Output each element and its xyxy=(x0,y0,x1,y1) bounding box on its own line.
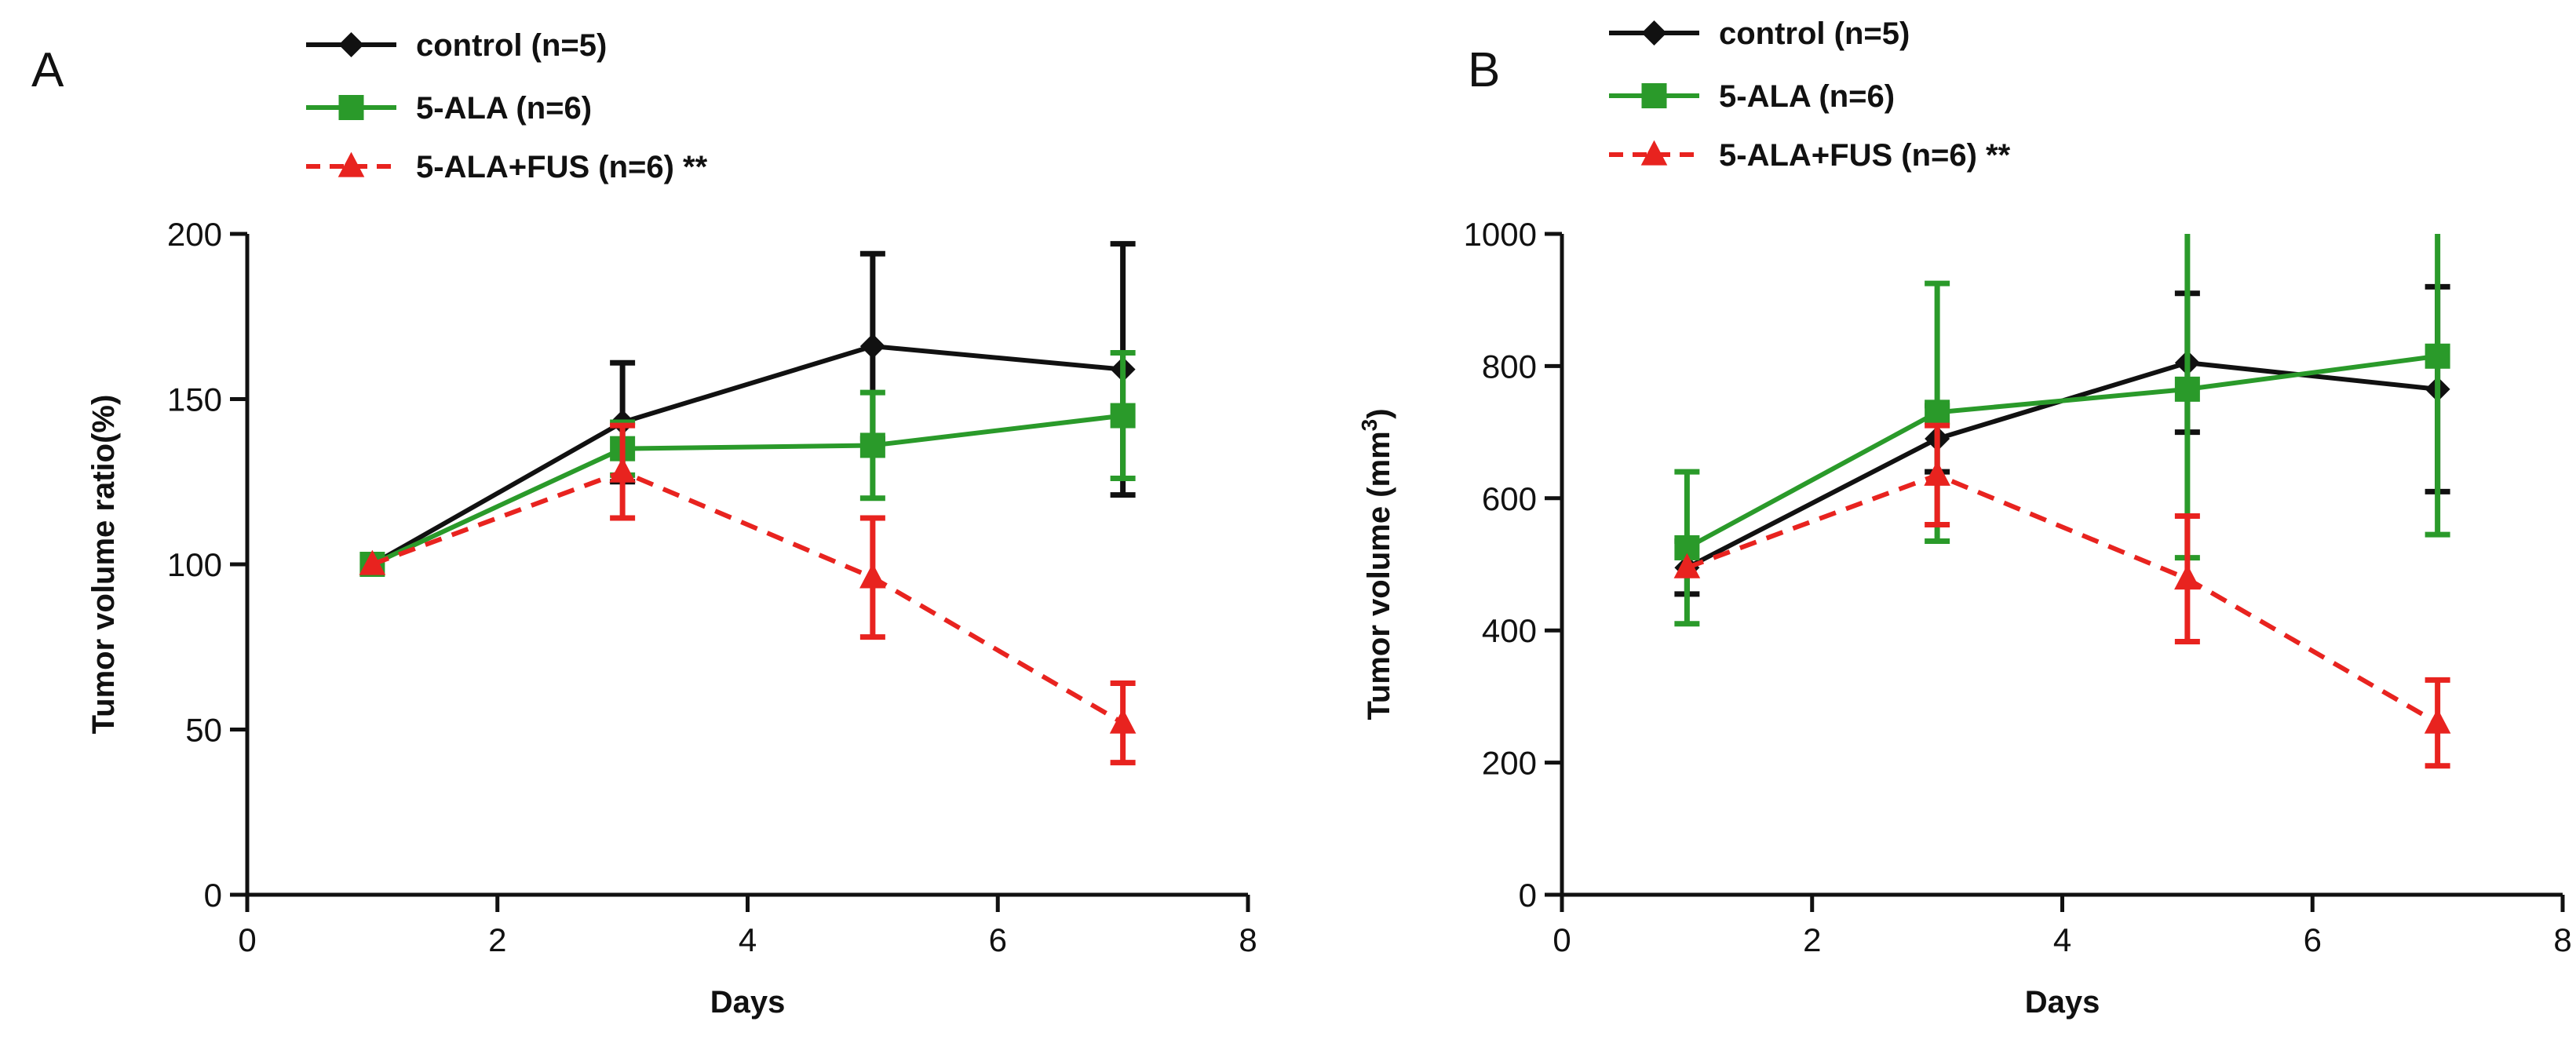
data-point xyxy=(1109,708,1137,734)
data-point xyxy=(2174,376,2200,402)
x-tick-label: 0 xyxy=(238,921,256,958)
data-point xyxy=(2425,343,2450,369)
data-point xyxy=(1673,553,1701,578)
series-5-ala xyxy=(1674,234,2450,627)
x-tick-label: 6 xyxy=(2304,921,2322,958)
panel-letter: B xyxy=(1468,43,1500,97)
data-point xyxy=(859,334,885,359)
data-point xyxy=(609,457,636,483)
series-5-ala-fus xyxy=(1673,422,2451,769)
data-point xyxy=(859,432,885,458)
y-tick-label: 50 xyxy=(185,712,222,749)
legend-label: control (n=5) xyxy=(1719,16,1910,51)
series-line xyxy=(1685,353,2439,550)
legend-marker xyxy=(338,32,364,57)
x-tick-label: 4 xyxy=(739,921,757,958)
y-tick-label: 0 xyxy=(1519,877,1537,914)
series-line xyxy=(371,469,1125,725)
x-tick-label: 2 xyxy=(488,921,506,958)
legend-marker xyxy=(338,151,365,177)
y-tick-label: 100 xyxy=(167,546,222,583)
series-5-ala-fus xyxy=(359,422,1137,766)
y-tick-label: 150 xyxy=(167,381,222,418)
legend-label: 5-ALA (n=6) xyxy=(416,91,592,126)
data-point xyxy=(2174,564,2201,590)
data-point xyxy=(1924,460,1950,486)
legend-marker xyxy=(1641,83,1667,108)
panel-letter: A xyxy=(31,43,64,97)
data-point xyxy=(359,549,386,575)
series-line xyxy=(371,413,1123,567)
data-point xyxy=(1110,403,1136,429)
y-tick-label: 0 xyxy=(204,877,222,914)
series-control xyxy=(1674,283,2450,597)
data-point xyxy=(2424,708,2451,734)
data-point xyxy=(859,563,886,589)
y-tick-label: 1000 xyxy=(1464,216,1537,253)
x-axis-label: Days xyxy=(710,985,786,1020)
x-tick-label: 2 xyxy=(1803,921,1821,958)
data-point xyxy=(1925,399,1950,425)
series-line xyxy=(1686,472,2439,725)
legend-marker xyxy=(1641,20,1667,46)
panel-a: A 0 2 4 6 8 0 50 100 150 200 Days Tumor volume ratio… xyxy=(31,28,1257,1020)
x-tick-label: 4 xyxy=(2053,921,2071,958)
x-tick-label: 0 xyxy=(1553,921,1571,958)
x-axis-label: Days xyxy=(2025,985,2100,1020)
y-axis-label: Tumor volume ratio(%) xyxy=(86,395,121,735)
series-line xyxy=(1686,360,2438,570)
x-tick-label: 8 xyxy=(2553,921,2571,958)
x-tick-label: 6 xyxy=(989,921,1007,958)
legend-label: control (n=5) xyxy=(416,28,607,63)
legend-label: 5-ALA (n=6) xyxy=(1719,79,1895,114)
legend-marker xyxy=(1640,140,1668,166)
legend-marker xyxy=(338,95,364,120)
legend-label: 5-ALA+FUS (n=6) ** xyxy=(416,150,708,184)
y-tick-label: 800 xyxy=(1482,348,1537,385)
y-tick-label: 600 xyxy=(1482,480,1537,517)
y-tick-label: 200 xyxy=(167,216,222,253)
series-line xyxy=(370,344,1123,567)
legend-label: 5-ALA+FUS (n=6) ** xyxy=(1719,138,2011,173)
y-tick-label: 200 xyxy=(1482,745,1537,782)
x-tick-label: 8 xyxy=(1239,921,1257,958)
y-axis-label: Tumor volume (mm3) xyxy=(1357,408,1396,720)
y-tick-label: 400 xyxy=(1482,612,1537,649)
panel-b: B 0 2 4 6 8 0 200 400 600 800 1000 Days Tumor volume … xyxy=(1357,16,2572,1020)
